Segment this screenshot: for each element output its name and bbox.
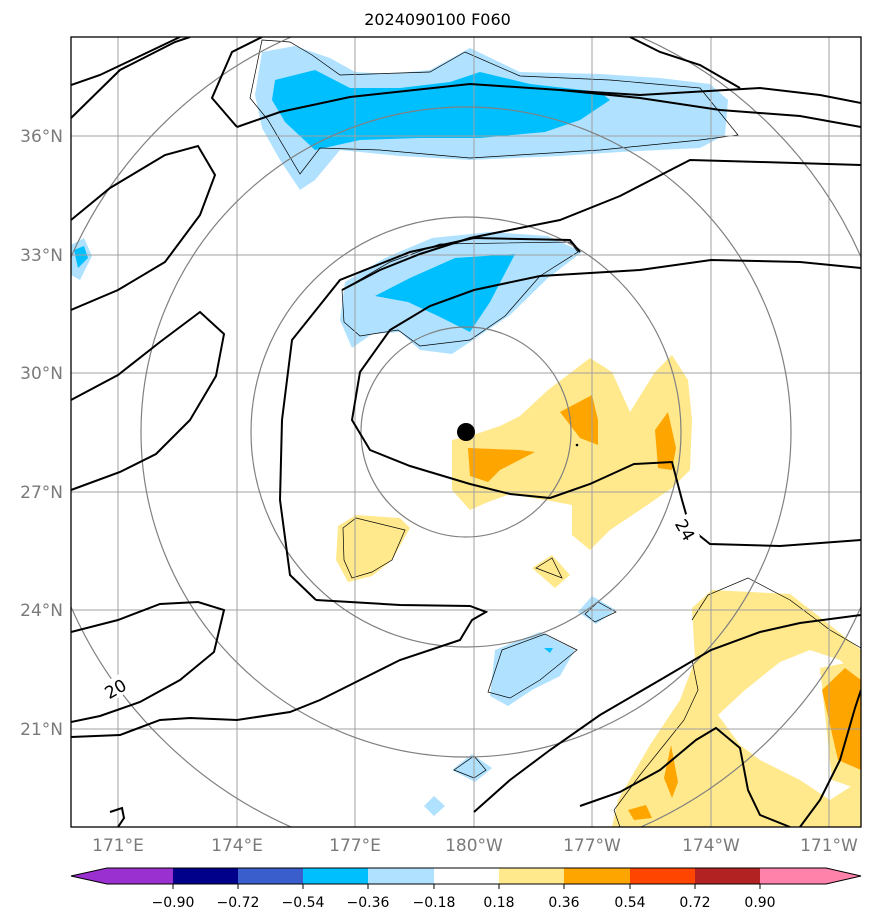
contour-mid-upper — [341, 158, 861, 291]
contour-center-outer — [278, 236, 581, 601]
zero-contour-north — [249, 39, 739, 175]
storm-small-dot — [575, 443, 579, 447]
colorbar: −0.90 −0.72 −0.54 −0.36 −0.18 0.18 0.36 … — [70, 867, 862, 911]
colorbar-tick-2: −0.72 — [217, 895, 260, 911]
positive-patch-small — [532, 555, 570, 588]
lat-label-30: 30°N — [20, 364, 63, 384]
storm-center-marker — [457, 423, 475, 441]
colorbar-extend-low — [71, 868, 107, 884]
lon-label-174e: 174°E — [211, 836, 263, 856]
contour-north-1 — [71, 37, 181, 86]
zero-contour-patch-west — [342, 517, 406, 579]
lon-label-177w: 177°W — [563, 836, 621, 856]
lat-label-21: 21°N — [20, 720, 63, 740]
contour-center-ring — [71, 599, 489, 738]
lat-label-24: 24°N — [20, 601, 63, 621]
negative-patch-southwest — [452, 754, 492, 782]
graticule — [71, 37, 861, 827]
zero-contour-patch-south — [487, 633, 578, 699]
colorbar-bin-5 — [368, 868, 434, 884]
negative-patch-south — [490, 632, 575, 706]
colorbar-tick-3: −0.54 — [282, 895, 325, 911]
colorbar-tick-1: −0.90 — [152, 895, 195, 911]
colorbar-tick-9: 0.72 — [679, 895, 710, 911]
positive-region-center-orange-1 — [468, 448, 535, 482]
colorbar-bin-11 — [760, 868, 826, 884]
colorbar-outline — [70, 867, 862, 885]
lon-label-174w: 174°W — [682, 836, 740, 856]
contour-east-24 — [549, 460, 861, 548]
positive-region-center-light — [452, 355, 692, 550]
contour-low-inner — [350, 258, 861, 499]
contour-se-2 — [579, 726, 791, 827]
contour-nw-2 — [71, 310, 226, 491]
zero-contour-southeast — [691, 577, 861, 649]
longitude-labels: 171°E 174°E 177°E 180°W 177°W 174°W 171°… — [92, 836, 858, 856]
latitude-labels: 36°N 33°N 30°N 27°N 24°N 21°N — [20, 127, 63, 740]
lon-label-177e: 177°E — [329, 836, 381, 856]
range-rings — [71, 37, 861, 827]
colorbar-bin-9 — [630, 868, 695, 884]
zero-contour-patch-southwest — [453, 755, 487, 779]
contour-north-5 — [559, 86, 861, 104]
negative-band-north-dark — [272, 70, 610, 150]
lat-label-33: 33°N — [20, 246, 63, 266]
contour-sw-stub — [109, 806, 126, 827]
lon-label-171w: 171°W — [800, 836, 858, 856]
contour-north-6 — [629, 37, 741, 89]
colorbar-bin-1 — [107, 868, 173, 884]
contour-north-3 — [210, 37, 263, 128]
positive-region-southeast-orange-3 — [628, 805, 652, 820]
lat-label-36: 36°N — [20, 127, 63, 147]
colorbar-tick-5: −0.18 — [413, 895, 456, 911]
colorbar-tick-10: 0.90 — [744, 895, 775, 911]
positive-region-southeast-orange-1 — [822, 668, 861, 770]
colorbar-bin-7 — [499, 868, 564, 884]
contour-north-2 — [71, 37, 191, 119]
zero-contour-southeast-2 — [613, 659, 699, 827]
lon-label-180w: 180°W — [445, 836, 503, 856]
positive-region-center-orange-3 — [655, 412, 676, 470]
colorbar-tick-7: 0.36 — [548, 895, 579, 911]
colorbar-extend-high — [826, 868, 861, 884]
negative-region-mid-dark — [375, 254, 515, 332]
colorbar-bin-6 — [434, 868, 499, 884]
lat-label-27: 27°N — [20, 483, 63, 503]
negative-patch-tiny — [424, 796, 445, 816]
map-frame — [70, 36, 862, 828]
contour-nw-1 — [71, 144, 217, 311]
contour-se-3 — [799, 689, 861, 827]
positive-region-southeast-orange-2 — [664, 745, 678, 798]
lon-label-171e: 171°E — [92, 836, 144, 856]
contour-se-1 — [473, 614, 861, 813]
colorbar-bin-2 — [173, 868, 238, 884]
negative-dot-south — [544, 648, 553, 653]
colorbar-bin-10 — [695, 868, 760, 884]
colorbar-tick-8: 0.54 — [614, 895, 645, 911]
zero-contour-patch-small — [535, 557, 563, 579]
height-contours — [71, 37, 861, 827]
negative-spot-west-dark — [74, 246, 88, 268]
colorbar-bin-4 — [303, 868, 368, 884]
colorbar-bin-8 — [564, 868, 630, 884]
colorbar-bin-3 — [238, 868, 303, 884]
colorbar-tick-4: −0.36 — [347, 895, 390, 911]
colorbar-tick-6: 0.18 — [483, 895, 514, 911]
zero-contour-mid — [341, 241, 579, 347]
positive-region-center-orange-2 — [560, 395, 598, 445]
map-title: 2024090100 F060 — [364, 10, 511, 29]
contour-west-low — [71, 600, 226, 723]
